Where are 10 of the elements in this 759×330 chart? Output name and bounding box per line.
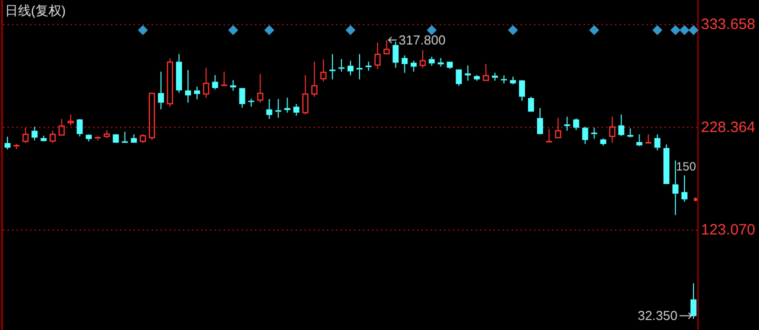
chart-title: 日线(复权): [5, 3, 66, 18]
annotation: 32.350: [638, 308, 692, 324]
annotation: 150: [676, 159, 698, 202]
annotation: 317.800: [398, 32, 446, 48]
annotation: 317.800: [388, 32, 446, 48]
y-tick-label: 228.364: [701, 118, 756, 136]
y-tick-label: 333.658: [701, 16, 756, 34]
annotation: 32.350: [638, 308, 678, 324]
annotation: 150: [676, 159, 696, 174]
y-tick-label: 123.070: [701, 222, 756, 239]
